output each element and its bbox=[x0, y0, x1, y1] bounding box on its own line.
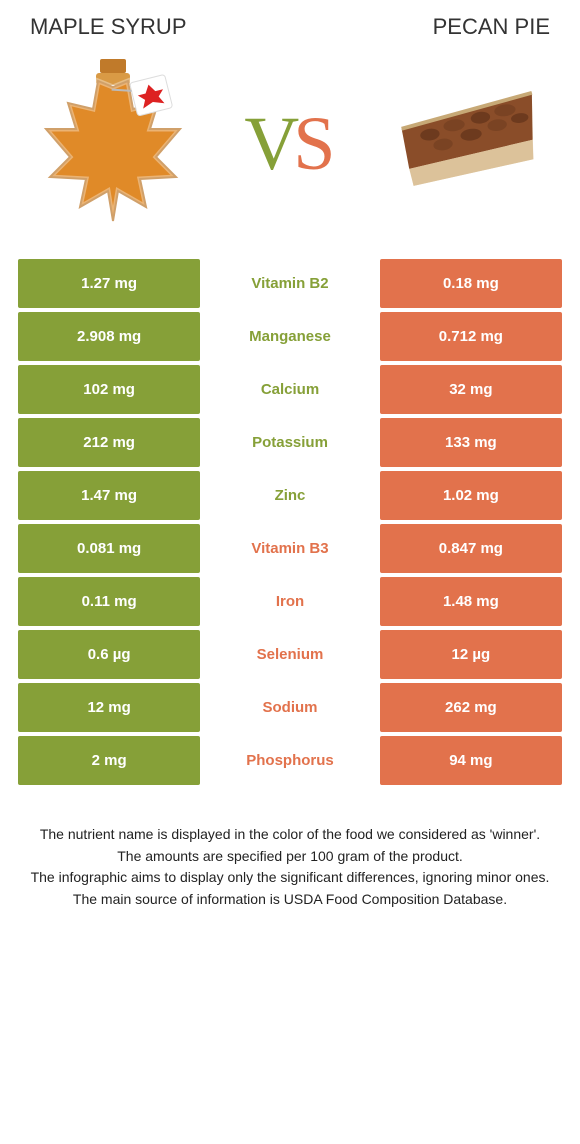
vs-s: S bbox=[293, 106, 335, 182]
nutrient-label: Vitamin B2 bbox=[204, 259, 376, 308]
right-food-image bbox=[385, 56, 550, 231]
footer-line-1: The nutrient name is displayed in the co… bbox=[16, 825, 564, 845]
right-value: 1.02 mg bbox=[380, 471, 562, 520]
nutrient-label: Manganese bbox=[204, 312, 376, 361]
right-food-title: PECAN PIE bbox=[290, 14, 550, 40]
table-row: 0.11 mgIron1.48 mg bbox=[18, 577, 562, 626]
table-row: 212 mgPotassium133 mg bbox=[18, 418, 562, 467]
table-row: 2.908 mgManganese0.712 mg bbox=[18, 312, 562, 361]
footer-line-3: The infographic aims to display only the… bbox=[16, 868, 564, 888]
table-row: 1.27 mgVitamin B20.18 mg bbox=[18, 259, 562, 308]
table-row: 0.081 mgVitamin B30.847 mg bbox=[18, 524, 562, 573]
left-value: 0.6 µg bbox=[18, 630, 200, 679]
nutrient-label: Phosphorus bbox=[204, 736, 376, 785]
footer-notes: The nutrient name is displayed in the co… bbox=[0, 789, 580, 909]
table-row: 12 mgSodium262 mg bbox=[18, 683, 562, 732]
nutrient-label: Iron bbox=[204, 577, 376, 626]
right-value: 32 mg bbox=[380, 365, 562, 414]
left-value: 1.47 mg bbox=[18, 471, 200, 520]
right-value: 133 mg bbox=[380, 418, 562, 467]
header: MAPLE SYRUP PECAN PIE bbox=[0, 0, 580, 40]
footer-line-4: The main source of information is USDA F… bbox=[16, 890, 564, 910]
right-value: 0.847 mg bbox=[380, 524, 562, 573]
table-row: 1.47 mgZinc1.02 mg bbox=[18, 471, 562, 520]
left-value: 1.27 mg bbox=[18, 259, 200, 308]
vs-label: V S bbox=[228, 99, 353, 189]
table-row: 102 mgCalcium32 mg bbox=[18, 365, 562, 414]
nutrient-label: Selenium bbox=[204, 630, 376, 679]
nutrient-label: Potassium bbox=[204, 418, 376, 467]
left-value: 102 mg bbox=[18, 365, 200, 414]
left-value: 0.081 mg bbox=[18, 524, 200, 573]
left-value: 2 mg bbox=[18, 736, 200, 785]
right-value: 12 µg bbox=[380, 630, 562, 679]
left-food-title: MAPLE SYRUP bbox=[30, 14, 290, 40]
footer-line-2: The amounts are specified per 100 gram o… bbox=[16, 847, 564, 867]
nutrient-label: Calcium bbox=[204, 365, 376, 414]
left-value: 12 mg bbox=[18, 683, 200, 732]
nutrient-label: Sodium bbox=[204, 683, 376, 732]
right-value: 0.712 mg bbox=[380, 312, 562, 361]
left-food-image bbox=[30, 56, 195, 231]
nutrient-label: Zinc bbox=[204, 471, 376, 520]
right-value: 94 mg bbox=[380, 736, 562, 785]
table-row: 0.6 µgSelenium12 µg bbox=[18, 630, 562, 679]
nutrient-label: Vitamin B3 bbox=[204, 524, 376, 573]
images-row: V S bbox=[0, 40, 580, 255]
right-value: 262 mg bbox=[380, 683, 562, 732]
table-row: 2 mgPhosphorus94 mg bbox=[18, 736, 562, 785]
right-value: 0.18 mg bbox=[380, 259, 562, 308]
vs-v: V bbox=[244, 106, 299, 182]
left-value: 212 mg bbox=[18, 418, 200, 467]
right-value: 1.48 mg bbox=[380, 577, 562, 626]
left-value: 2.908 mg bbox=[18, 312, 200, 361]
comparison-table: 1.27 mgVitamin B20.18 mg2.908 mgManganes… bbox=[14, 255, 566, 789]
left-value: 0.11 mg bbox=[18, 577, 200, 626]
